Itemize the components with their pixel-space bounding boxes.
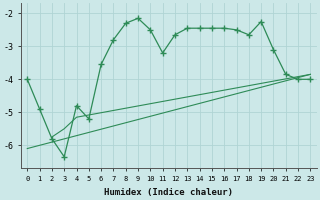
X-axis label: Humidex (Indice chaleur): Humidex (Indice chaleur) xyxy=(104,188,233,197)
